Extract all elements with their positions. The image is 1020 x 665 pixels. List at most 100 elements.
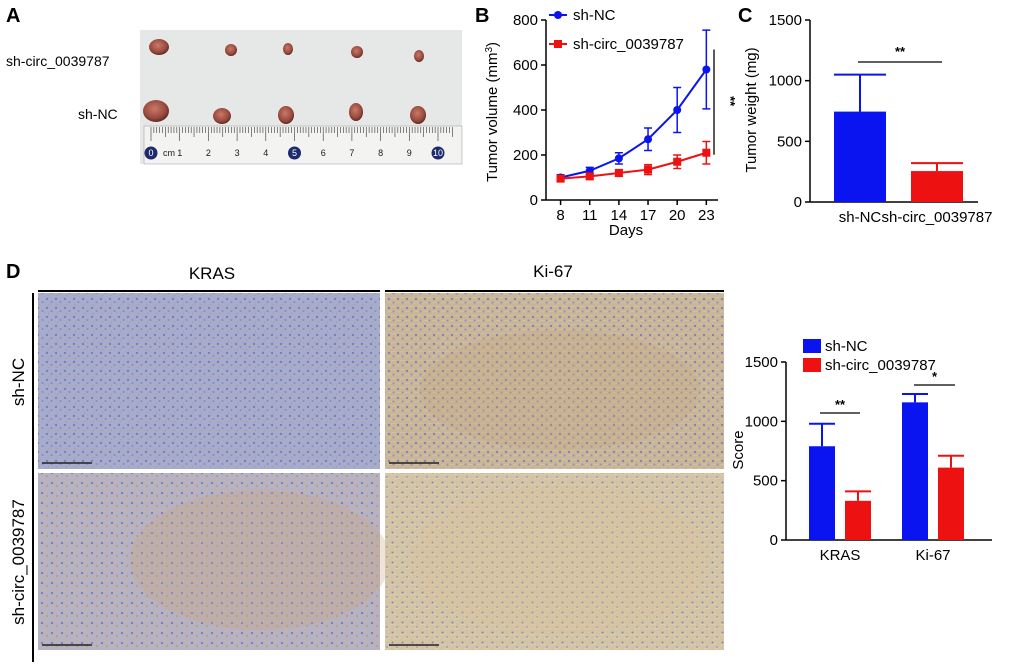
chart-b-point xyxy=(556,174,565,183)
tumor-image xyxy=(414,50,424,62)
tumors-sh-nc xyxy=(143,100,426,124)
chart-c-significance: ** xyxy=(895,44,906,59)
chart-b-x-tick-label: 23 xyxy=(698,207,715,224)
chart-d-y-tick-label: 500 xyxy=(753,473,778,490)
ruler-number: 9 xyxy=(407,148,412,158)
ihc-image-ki67-sh-nc xyxy=(385,293,724,469)
chart-b-legend-label: sh-NC xyxy=(573,7,616,24)
chart-b-point xyxy=(644,135,653,144)
chart-b-point xyxy=(673,106,682,114)
panel-d: D KRAS Ki-67 sh-NC sh-circ_0039787 xyxy=(6,261,992,662)
chart-c-x-tick-label: sh-circ_0039787 xyxy=(882,209,993,226)
chart-c-bar-sh-nc xyxy=(834,111,886,202)
ruler-number: 3 xyxy=(235,148,240,158)
chart-b-point xyxy=(644,165,653,174)
chart-d-significance: * xyxy=(932,369,938,384)
chart-d-legend-label: sh-NC xyxy=(825,338,868,355)
chart-b-x-tick-label: 20 xyxy=(669,207,686,224)
ruler-marker-circle xyxy=(288,146,301,160)
chart-d-y-tick-label: 1000 xyxy=(745,413,778,430)
chart-b-x-tick-label: 8 xyxy=(556,207,564,224)
chart-c-x-tick-label: sh-NC xyxy=(839,209,882,226)
chart-b-point xyxy=(585,172,594,181)
tumor-image xyxy=(283,43,293,55)
chart-b-legend-marker xyxy=(554,11,562,19)
chart-b-y-tick-label: 0 xyxy=(530,192,538,209)
tumor-image xyxy=(349,103,363,121)
chart-c-y-tick-label: 1500 xyxy=(769,12,802,29)
chart-b-y-tick-label: 200 xyxy=(513,147,538,164)
ruler-number: 6 xyxy=(321,148,326,158)
chart-b-y-tick-label: 600 xyxy=(513,57,538,74)
row-label-sh-circ: sh-circ_0039787 xyxy=(6,53,110,69)
ruler-number: 2 xyxy=(206,148,211,158)
panel-c: C Tumor weight (mg) 0 500 1000 1500 sh-NC sh-… xyxy=(738,5,992,226)
chart-b-y-tick-label: 800 xyxy=(513,12,538,29)
chart-b-x-tick-label: 11 xyxy=(582,207,598,224)
row-label-sh-nc: sh-NC xyxy=(78,106,118,122)
tumor-image xyxy=(225,44,237,56)
ruler-number: 0 xyxy=(148,148,153,158)
chart-c-ylabel: Tumor weight (mg) xyxy=(743,47,760,172)
chart-d-bar-sh-circ xyxy=(938,467,964,540)
chart-b-ylabel-main: Tumor volume (mm xyxy=(484,53,501,182)
chart-d-x-tick-label: KRAS xyxy=(820,547,861,564)
tumor-image xyxy=(143,100,169,122)
chart-c-y-tick-label: 0 xyxy=(794,194,802,211)
chart-c-y-tick-label: 500 xyxy=(777,133,802,150)
ruler-number: 5 xyxy=(292,148,297,158)
ruler-ticks xyxy=(150,127,453,141)
chart-c-y-tick-label: 1000 xyxy=(769,73,802,90)
chart-b-point xyxy=(673,157,682,166)
chart-b-y-tick-label: 400 xyxy=(513,102,538,119)
ruler-number: 10 xyxy=(433,148,443,158)
ruler-numbers: 0 1 2 3 4 5 6 7 8 9 10 cm xyxy=(144,146,445,160)
chart-d-significance: ** xyxy=(835,397,846,412)
ruler-unit: cm xyxy=(163,148,175,158)
ruler-marker-circle xyxy=(144,146,158,160)
ruler: 0 1 2 3 4 5 6 7 8 9 10 cm xyxy=(143,125,463,165)
column-header-ki67: Ki-67 xyxy=(533,262,573,281)
chart-d-legend-swatch xyxy=(803,339,821,353)
chart-d-ylabel: Score xyxy=(730,430,747,469)
chart-b-point xyxy=(614,169,623,177)
chart-d-legend-swatch xyxy=(803,358,821,372)
tumor-image xyxy=(149,39,169,55)
panel-c-label: C xyxy=(738,5,752,27)
chart-b-ylabel-sup: 3 xyxy=(484,47,495,53)
chart-d-bar-sh-nc xyxy=(809,446,835,540)
ruler-number: 4 xyxy=(263,148,268,158)
chart-b-legend-marker xyxy=(554,40,562,48)
chart-b-xlabel: Days xyxy=(609,222,643,239)
chart-d-bar-sh-nc xyxy=(902,402,928,540)
chart-c-bar-sh-circ xyxy=(911,171,963,202)
ruler-number: 7 xyxy=(349,148,354,158)
tumor-image xyxy=(351,46,363,58)
chart-b-series-line-sh-circ xyxy=(560,151,707,180)
panel-a: A sh-circ_0039787 sh-NC 0 1 2 3 4 5 6 7 8 9 10 cm xyxy=(6,5,463,165)
panel-b: B Tumor volume (mm3) 0 200 400 600 800 8 11 14 1… xyxy=(475,5,738,239)
tumor-image xyxy=(410,106,426,124)
ihc-image-kras-sh-nc xyxy=(38,293,380,469)
chart-b-ylabel: Tumor volume (mm3) xyxy=(484,42,501,182)
chart-b-significance: ** xyxy=(723,96,738,107)
chart-d-bar-sh-circ xyxy=(845,500,871,540)
chart-c-plot: 0 500 1000 1500 sh-NC sh-circ_0039787 ** xyxy=(769,12,993,226)
chart-b-x-tick-label: 14 xyxy=(611,207,628,224)
row-label-sh-circ-d: sh-circ_0039787 xyxy=(9,499,28,625)
tumor-image xyxy=(278,106,294,124)
ihc-image-kras-sh-circ xyxy=(38,473,390,650)
panel-a-label: A xyxy=(6,5,20,27)
panel-b-label: B xyxy=(475,5,489,27)
column-header-kras: KRAS xyxy=(189,264,235,283)
ruler-marker-circle xyxy=(431,146,445,160)
row-label-sh-nc-d: sh-NC xyxy=(9,358,28,406)
chart-d-legend-label: sh-circ_0039787 xyxy=(825,357,936,374)
chart-b-point xyxy=(702,65,711,74)
tumor-image xyxy=(213,108,231,124)
panel-d-label: D xyxy=(6,261,20,283)
chart-b-plot: 0 200 400 600 800 8 11 14 17 20 23 sh-NC sh-circ_003… xyxy=(513,7,738,224)
chart-d-y-tick-label: 0 xyxy=(770,532,778,549)
chart-d-y-tick-label: 1500 xyxy=(745,354,778,371)
